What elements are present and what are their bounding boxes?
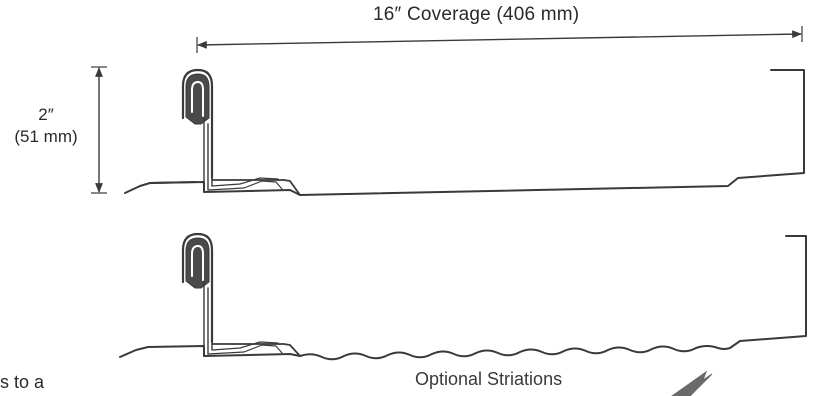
bottom-panel-left bbox=[119, 345, 205, 358]
panel-bottom-striated bbox=[119, 232, 807, 361]
top-seam-hook-outer bbox=[181, 68, 214, 180]
top-clip-foot-2 bbox=[211, 177, 279, 187]
height-dimension-label: 2″ (51 mm) bbox=[6, 104, 86, 148]
height-imperial-label: 2″ bbox=[38, 105, 54, 124]
top-clip-foot bbox=[207, 180, 283, 191]
panel-top-flat bbox=[124, 68, 805, 196]
bottom-clip-foot bbox=[207, 344, 283, 355]
bottom-seam-leg bbox=[203, 281, 213, 357]
height-metric-label: (51 mm) bbox=[14, 127, 78, 146]
top-seam-hook-inner bbox=[191, 81, 204, 117]
bottom-seam-hook-outer bbox=[181, 232, 214, 344]
bottom-panel-step-left bbox=[211, 343, 301, 357]
top-panel-pan bbox=[124, 69, 805, 196]
bottom-clip-foot-2 bbox=[211, 341, 279, 351]
bottom-seam-hook-inner bbox=[191, 245, 204, 281]
top-seam-leg bbox=[203, 117, 213, 193]
bottom-panel-striations bbox=[203, 235, 807, 361]
striations-pointer-arrow bbox=[671, 370, 713, 396]
height-dimension bbox=[91, 66, 107, 194]
coverage-dimension-label: 16″ Coverage (406 mm) bbox=[373, 4, 580, 25]
top-panel-pan-left bbox=[149, 181, 197, 184]
coverage-dimension-line bbox=[197, 30, 802, 49]
optional-striations-label: Optional Striations bbox=[415, 369, 563, 389]
coverage-dimension bbox=[196, 26, 803, 53]
top-panel-step-left bbox=[283, 179, 301, 196]
cut-off-body-text: s to a bbox=[0, 372, 45, 392]
